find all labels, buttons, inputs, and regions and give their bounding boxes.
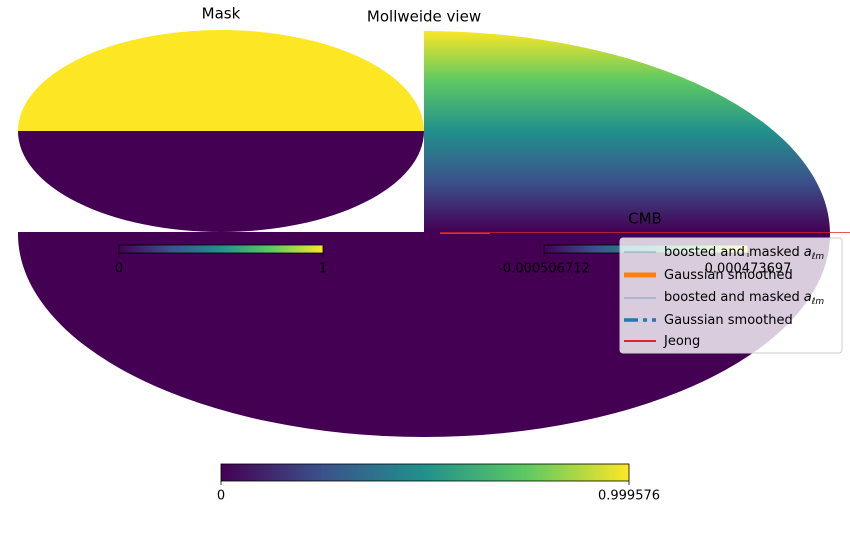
legend-text: boosted and masked <box>664 290 800 305</box>
colorbar-tick-label: 0 <box>217 489 225 504</box>
legend-label: Gaussian smoothed <box>664 268 793 283</box>
colorbar <box>118 244 324 254</box>
colorbar-tick-label: 0.000473697 <box>705 262 792 277</box>
colorbar-tick-label: 0 <box>115 262 123 277</box>
legend-subscript: ℓm <box>811 297 825 307</box>
colorbar <box>220 463 630 482</box>
colorbar-tick-label: 0.999576 <box>598 489 660 504</box>
legend-label: boosted and masked aℓm <box>664 290 824 307</box>
colorbar-tick-label: -0.000506712 <box>498 262 590 277</box>
panel-title: Mask <box>202 5 241 23</box>
legend-text: Gaussian smoothed <box>664 268 793 283</box>
legend-text: boosted and masked <box>664 245 800 260</box>
legend-text: Jeong <box>663 334 700 349</box>
legend-label: Jeong <box>663 334 700 349</box>
legend <box>619 237 843 354</box>
legend-symbol: a <box>804 290 812 305</box>
legend-label: boosted and masked aℓm <box>664 245 824 262</box>
legend-label: Gaussian smoothed <box>664 313 793 328</box>
colorbar-tick-label: 1 <box>319 262 327 277</box>
panel-title: CMB <box>628 210 662 228</box>
legend-text: Gaussian smoothed <box>664 313 793 328</box>
legend-symbol: a <box>804 245 812 260</box>
legend-subscript: ℓm <box>811 252 825 262</box>
panel-title: Mollweide view <box>367 8 481 26</box>
